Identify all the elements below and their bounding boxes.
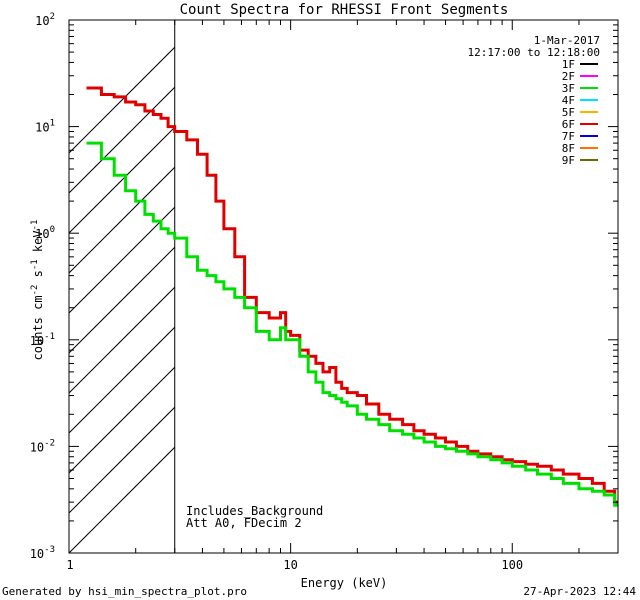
x-minor-ticks [135, 20, 619, 553]
y-axis-title-mid2: keV [31, 230, 45, 259]
hatch-line [69, 406, 175, 514]
hatch-line [69, 366, 175, 474]
series-line-3F [86, 141, 618, 507]
y-axis-title-exp3: -1 [30, 220, 40, 231]
legend-time-range: 12:17:00 to 12:18:00 [468, 46, 600, 59]
annotation-attenuator: Att A0, FDecim 2 [186, 516, 302, 530]
hatch-line [69, 166, 175, 274]
hatch-lines [69, 46, 175, 553]
y-tick-exponent: -1 [44, 332, 55, 342]
y-tick-label: 101 [35, 119, 55, 135]
y-tick-base: 10 [35, 14, 49, 28]
y-tick-base: 10 [35, 227, 49, 241]
y-axis-title-main: counts cm [31, 295, 45, 360]
x-tick-label: 100 [501, 558, 523, 572]
y-tick-exponent: 2 [50, 12, 55, 22]
legend-label-4F: 4F [562, 94, 575, 107]
hatch-line [69, 446, 175, 553]
series-line-6F [86, 86, 618, 504]
y-tick-base: 10 [35, 121, 49, 135]
plot-frame [68, 19, 619, 554]
legend-label-5F: 5F [562, 106, 575, 119]
chart-title: Count Spectra for RHESSI Front Segments [180, 2, 509, 18]
annotation-background: Includes_Background [186, 504, 323, 518]
y-axis-title-exp1: -2 [30, 285, 40, 296]
footer-generated-by: Generated by hsi_min_spectra_plot.pro [2, 585, 247, 598]
hatch-line [69, 246, 175, 354]
legend-label-6F: 6F [562, 118, 575, 131]
hatch-line [69, 206, 175, 314]
y-tick-base: 10 [30, 547, 44, 561]
y-tick-base: 10 [30, 334, 44, 348]
legend-label-1F: 1F [562, 58, 575, 71]
y-tick-label: 100 [35, 225, 55, 241]
hatch-line [69, 86, 175, 194]
footer-timestamp: 27-Apr-2023 12:44 [523, 585, 636, 598]
y-tick-base: 10 [30, 440, 44, 454]
y-tick-exponent: 0 [50, 225, 55, 235]
y-tick-label: 102 [35, 12, 55, 28]
y-minor-ticks [69, 24, 618, 522]
legend-label-9F: 9F [562, 154, 575, 167]
legend-label-8F: 8F [562, 142, 575, 155]
hatch-line [69, 126, 175, 234]
y-tick-label: 10-1 [30, 332, 55, 348]
y-tick-exponent: -2 [44, 438, 55, 448]
legend-label-3F: 3F [562, 82, 575, 95]
legend-label-7F: 7F [562, 130, 575, 143]
hatched-region [69, 46, 175, 553]
y-axis-title-exp2: -1 [30, 259, 40, 270]
y-tick-exponent: -3 [44, 545, 55, 555]
legend-label-2F: 2F [562, 70, 575, 83]
x-axis-title: Energy (keV) [301, 576, 388, 590]
legend: 1-Mar-2017 12:17:00 to 12:18:00 1F2F3F4F… [468, 34, 600, 167]
y-axis-title-mid1: s [31, 270, 45, 284]
y-tick-label: 10-2 [30, 438, 55, 454]
y-axis-title: counts cm-2 s-1 keV-1 [30, 220, 45, 361]
hatch-line [69, 326, 175, 434]
hatch-line [69, 286, 175, 394]
y-tick-label: 10-3 [30, 545, 55, 561]
y-tick-exponent: 1 [50, 119, 55, 129]
x-tick-label: 1 [66, 558, 73, 572]
hatch-line [69, 46, 175, 154]
x-tick-label: 10 [283, 558, 297, 572]
legend-date: 1-Mar-2017 [534, 34, 600, 47]
